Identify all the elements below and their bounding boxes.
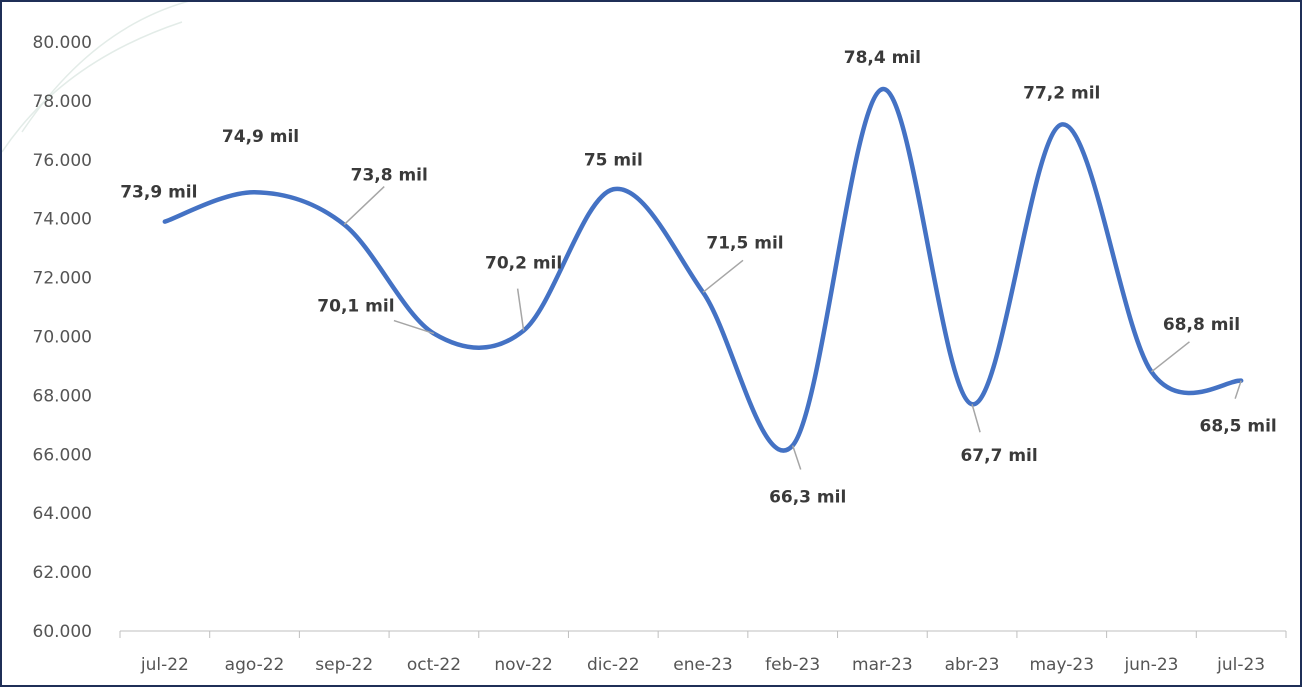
leader-line: [972, 404, 980, 432]
background-decoration: [2, 22, 182, 152]
y-tick-label: 72.000: [33, 269, 92, 289]
leader-line: [518, 289, 524, 331]
x-tick-label: sep-22: [315, 655, 373, 675]
data-label: 78,4 mil: [844, 48, 921, 68]
x-tick-label: mar-23: [852, 655, 913, 675]
data-label: 67,7 mil: [960, 446, 1037, 466]
y-tick-label: 78.000: [33, 92, 92, 112]
data-label: 68,8 mil: [1163, 315, 1240, 335]
y-tick-label: 66.000: [33, 445, 92, 465]
data-label: 66,3 mil: [769, 487, 846, 507]
x-tick-label: ene-23: [673, 655, 732, 675]
x-tick-label: feb-23: [765, 655, 820, 675]
y-tick-label: 60.000: [33, 622, 92, 642]
y-tick-label: 68.000: [33, 386, 92, 406]
data-label: 71,5 mil: [706, 233, 783, 253]
y-tick-label: 62.000: [33, 563, 92, 583]
y-axis: 60.000 62.000 64.000 66.000 68.000 70.000 72.0…: [33, 33, 92, 642]
data-label: 70,2 mil: [485, 254, 562, 274]
y-tick-label: 70.000: [33, 328, 92, 348]
series-line: [165, 89, 1242, 451]
x-tick-label: jul-22: [140, 655, 189, 675]
data-label: 77,2 mil: [1023, 83, 1100, 103]
x-tick-label: may-23: [1030, 655, 1095, 675]
x-tick-label: abr-23: [945, 655, 1000, 675]
x-tick-label: oct-22: [407, 655, 461, 675]
data-label: 70,1 mil: [317, 297, 394, 317]
leader-line: [344, 187, 384, 225]
data-label: 73,8 mil: [351, 166, 428, 186]
leader-line: [703, 260, 743, 292]
leader-line: [1151, 342, 1189, 372]
leader-line: [793, 445, 801, 469]
data-label: 73,9 mil: [120, 183, 197, 203]
x-axis: jul-22 ago-22 sep-22 oct-22 nov-22 dic-22 ene-…: [120, 631, 1286, 675]
x-tick-label: dic-22: [587, 655, 640, 675]
y-tick-label: 76.000: [33, 151, 92, 171]
data-labels: 73,9 mil 74,9 mil 73,8 mil 70,1 mil 70,2 mil…: [120, 48, 1277, 507]
background-decoration: [22, 2, 282, 132]
y-tick-label: 74.000: [33, 210, 92, 230]
data-label: 75 mil: [584, 150, 643, 170]
x-tick-label: jul-23: [1216, 655, 1265, 675]
x-tick-label: jun-23: [1123, 655, 1178, 675]
data-label: 74,9 mil: [222, 127, 299, 147]
series-line-path: [165, 89, 1241, 451]
x-tick-label: ago-22: [225, 655, 285, 675]
data-label: 68,5 mil: [1200, 417, 1277, 437]
y-tick-label: 64.000: [33, 504, 92, 524]
x-tick-label: nov-22: [494, 655, 553, 675]
y-tick-label: 80.000: [33, 33, 92, 53]
